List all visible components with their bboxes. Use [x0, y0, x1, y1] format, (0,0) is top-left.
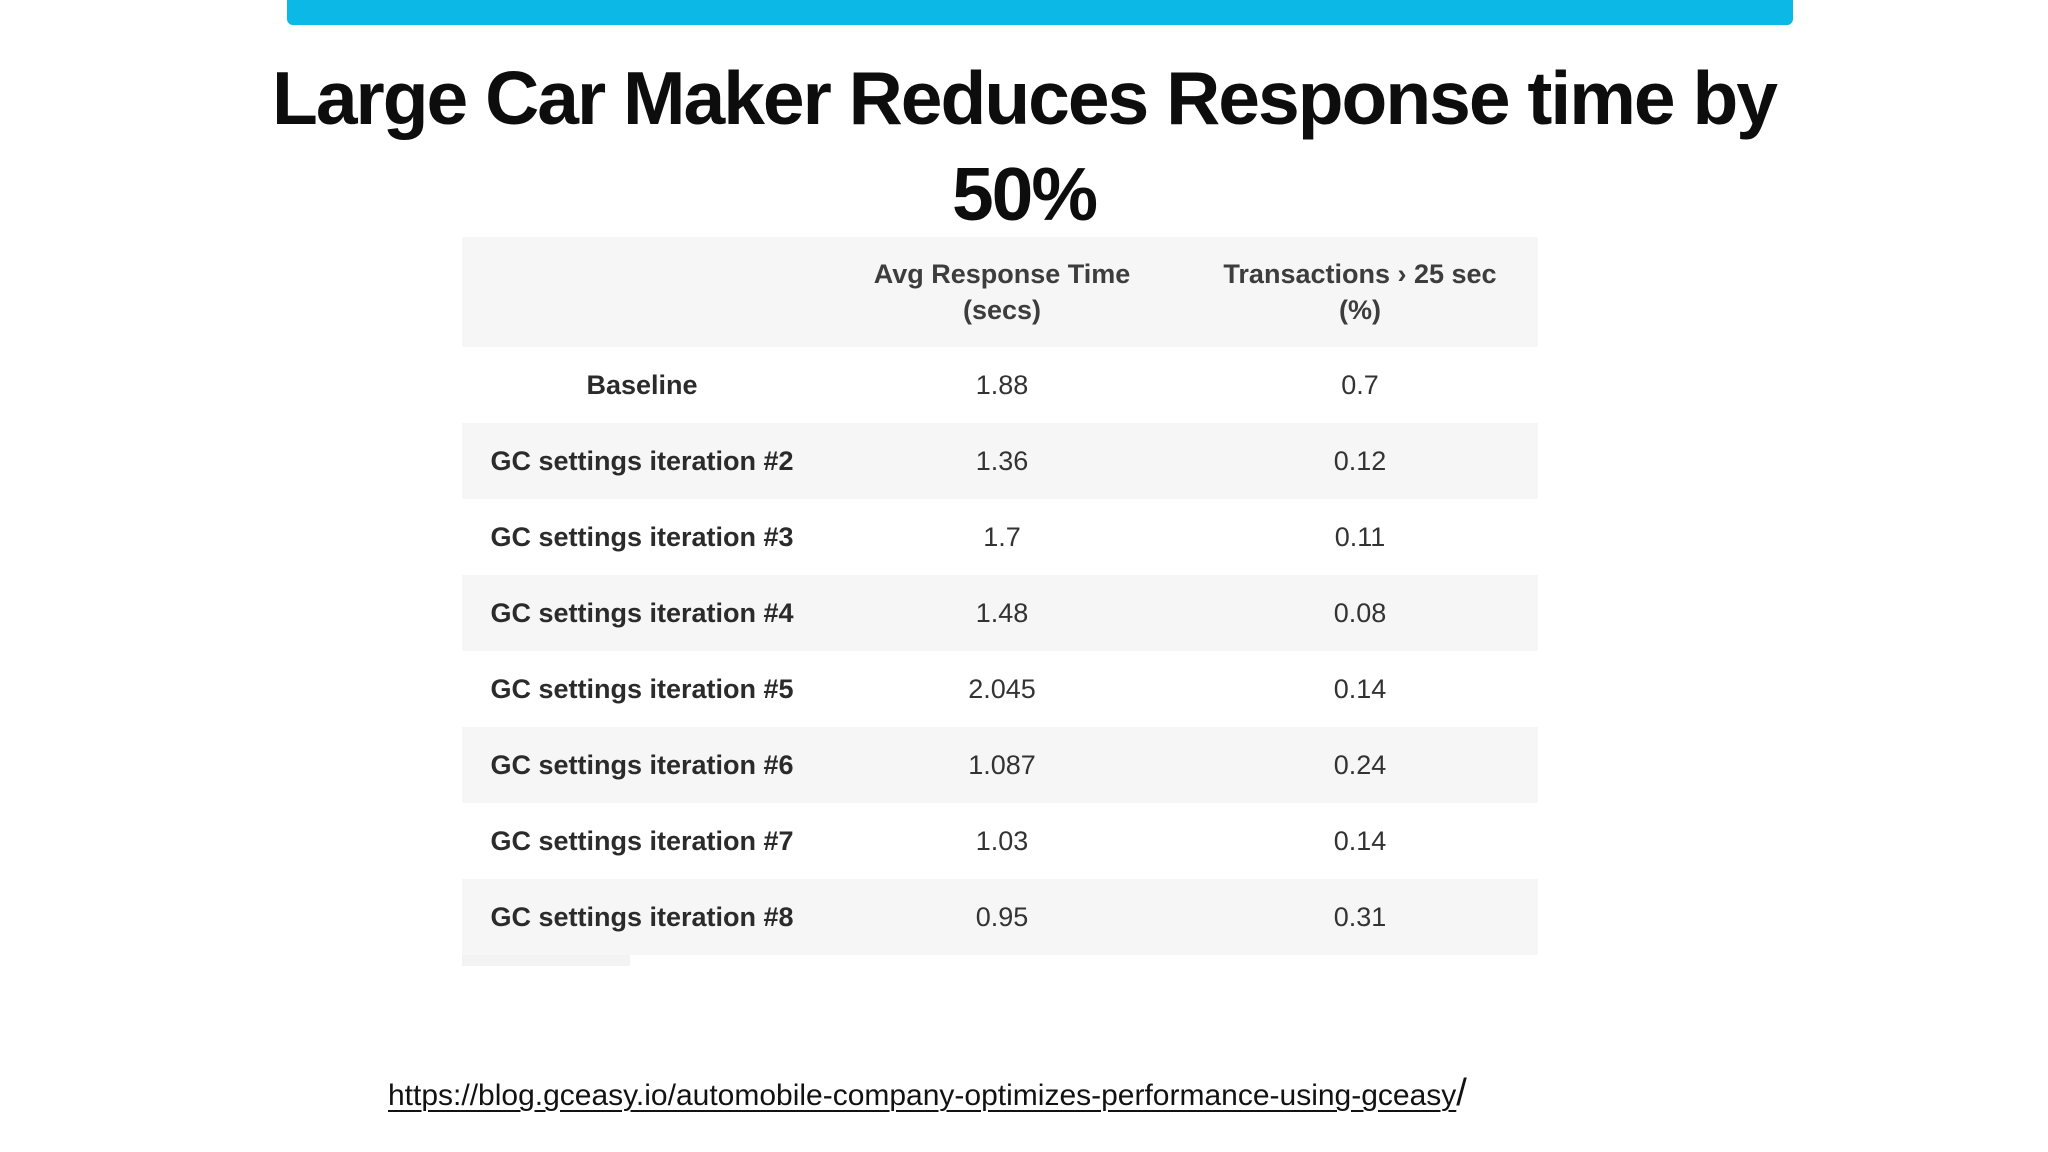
transactions-value: 0.12: [1333, 445, 1387, 476]
transactions-value: 0.31: [1333, 901, 1387, 932]
transactions-value: 0.14: [1333, 673, 1387, 704]
table-row: GC settings iteration #5 2.045 0.14: [462, 651, 1538, 727]
transactions-value: 0.14: [1333, 825, 1387, 856]
row-label: GC settings iteration #4: [490, 597, 794, 628]
transactions-value: 0.11: [1334, 521, 1386, 552]
table-row: GC settings iteration #2 1.36 0.12: [462, 423, 1538, 499]
transactions-value: 0.7: [1341, 369, 1379, 400]
transactions-value: 0.08: [1333, 597, 1387, 628]
table-bottom-stub: [462, 955, 630, 966]
table-header-row: Avg Response Time (secs) Transactions › …: [462, 237, 1538, 347]
title-line-2: 50%: [951, 152, 1098, 236]
row-label: GC settings iteration #6: [490, 749, 794, 780]
header-col-transactions: Transactions › 25 sec (%): [1182, 256, 1538, 329]
header-avg-response-time-line2: (secs): [962, 295, 1042, 325]
row-label: GC settings iteration #7: [490, 825, 794, 856]
avg-response-time-value: 1.7: [983, 521, 1021, 552]
table-row: GC settings iteration #6 1.087 0.24: [462, 727, 1538, 803]
header-transactions-line1: Transactions › 25 sec: [1223, 258, 1497, 289]
header-transactions-line2: (%): [1339, 295, 1381, 325]
table-row: GC settings iteration #4 1.48 0.08: [462, 575, 1538, 651]
source-link-suffix: /: [1456, 1072, 1467, 1114]
transactions-value: 0.24: [1333, 749, 1387, 780]
avg-response-time-value: 1.48: [975, 597, 1029, 628]
slide-title: Large Car Maker Reduces Response time by…: [0, 50, 2048, 242]
row-label: Baseline: [586, 369, 698, 400]
table-row: Baseline 1.88 0.7: [462, 347, 1538, 423]
avg-response-time-value: 0.95: [975, 901, 1029, 932]
header-avg-response-time-line1: Avg Response Time: [873, 258, 1131, 289]
row-label: GC settings iteration #8: [490, 901, 794, 932]
row-label: GC settings iteration #5: [490, 673, 794, 704]
source-line: https://blog.gceasy.io/automobile-compan…: [388, 1072, 1467, 1115]
avg-response-time-value: 1.03: [975, 825, 1029, 856]
row-label: GC settings iteration #3: [490, 521, 794, 552]
avg-response-time-value: 1.36: [975, 445, 1029, 476]
source-link[interactable]: https://blog.gceasy.io/automobile-compan…: [388, 1079, 1457, 1112]
title-line-1: Large Car Maker Reduces Response time by: [272, 56, 1778, 140]
row-label: GC settings iteration #2: [490, 445, 794, 476]
avg-response-time-value: 2.045: [968, 673, 1036, 704]
table-row: GC settings iteration #3 1.7 0.11: [462, 499, 1538, 575]
accent-bar: [287, 0, 1793, 25]
avg-response-time-value: 1.087: [968, 749, 1036, 780]
header-col-avg-response-time: Avg Response Time (secs): [822, 256, 1182, 329]
avg-response-time-value: 1.88: [975, 369, 1029, 400]
table-row: GC settings iteration #7 1.03 0.14: [462, 803, 1538, 879]
table-row: GC settings iteration #8 0.95 0.31: [462, 879, 1538, 955]
results-table: Avg Response Time (secs) Transactions › …: [462, 237, 1538, 955]
